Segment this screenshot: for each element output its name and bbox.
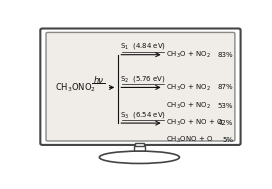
Bar — [134, 146, 145, 151]
Ellipse shape — [99, 151, 180, 163]
Text: CH$_3$O + NO$_2$: CH$_3$O + NO$_2$ — [166, 82, 211, 93]
Text: S$_3$  (6.54 eV): S$_3$ (6.54 eV) — [120, 110, 166, 120]
FancyBboxPatch shape — [40, 29, 241, 145]
Text: 87%: 87% — [218, 84, 233, 91]
Text: S$_2$  (5.76 eV): S$_2$ (5.76 eV) — [120, 74, 166, 84]
FancyBboxPatch shape — [46, 33, 235, 141]
Text: S$_1$  (4.84 eV): S$_1$ (4.84 eV) — [120, 42, 166, 51]
Text: 53%: 53% — [218, 103, 233, 109]
Text: CH$_3$ONO$_2$: CH$_3$ONO$_2$ — [55, 81, 96, 94]
Text: CH$_3$O + NO + O: CH$_3$O + NO + O — [166, 118, 223, 128]
Text: 5%: 5% — [222, 137, 233, 143]
Bar — [135, 143, 144, 151]
Text: 42%: 42% — [218, 120, 233, 126]
Text: CH$_3$O + NO$_2$: CH$_3$O + NO$_2$ — [166, 101, 211, 112]
Text: hν: hν — [93, 76, 103, 85]
Text: CH$_3$ONO + O: CH$_3$ONO + O — [166, 135, 213, 145]
Text: CH$_3$O + NO$_2$: CH$_3$O + NO$_2$ — [166, 50, 211, 60]
Text: 83%: 83% — [218, 52, 233, 58]
